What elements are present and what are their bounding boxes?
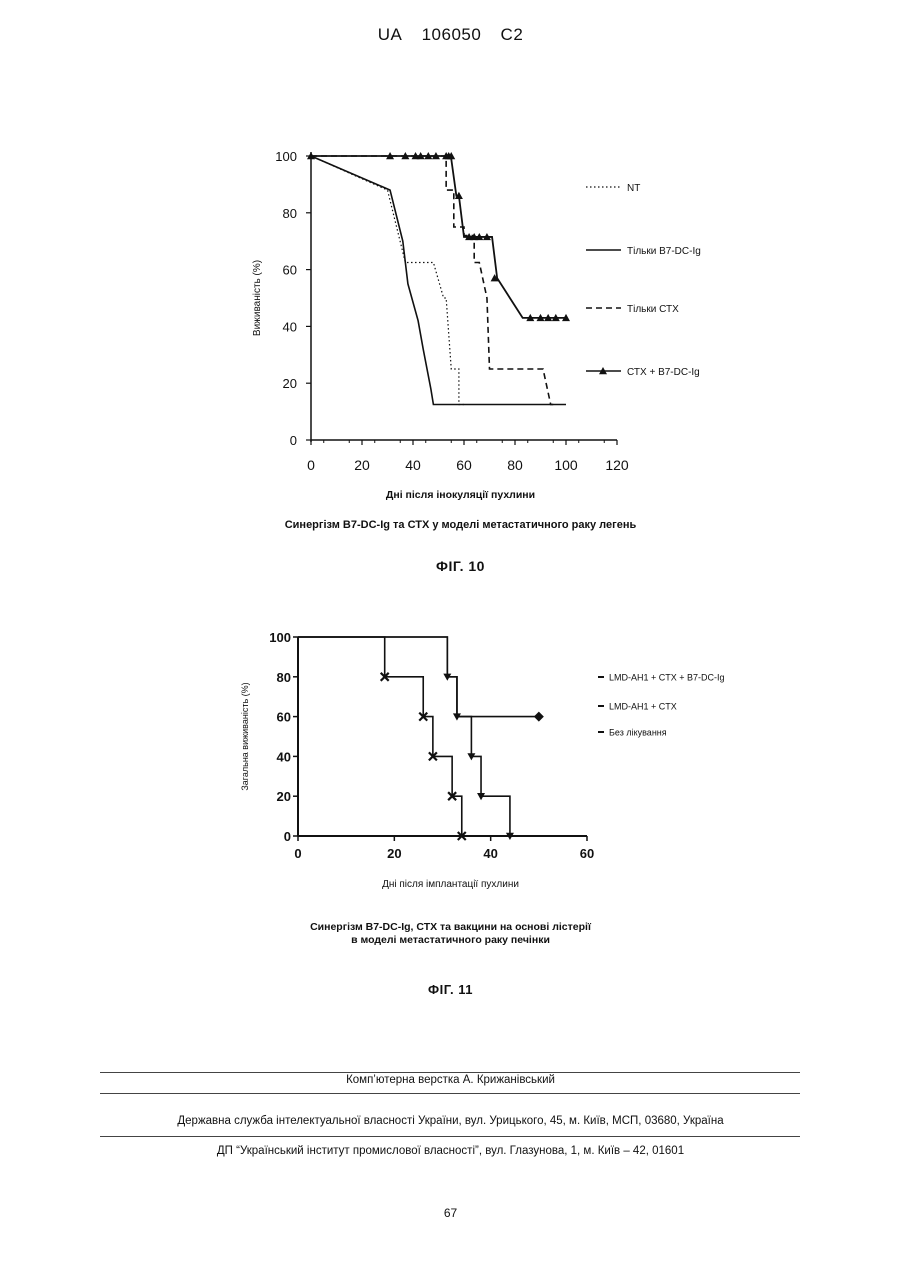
fig10-series-line	[311, 156, 553, 405]
fig11-legend-label: LMD-AH1 + CTX + B7-DC-Ig	[609, 673, 725, 683]
footer-patent-service: Державна служба інтелектуальної власност…	[0, 1115, 901, 1127]
fig11-caption-line-2: в моделі метастатичного раку печінки	[0, 934, 901, 946]
fig11-label: ФІГ. 11	[0, 982, 901, 997]
fig10-legend-label: Тільки СТХ	[627, 304, 679, 315]
fig10-legend-label: СТХ + В7-DC-Ig	[627, 367, 700, 378]
fig10-y-tick-label: 0	[290, 433, 297, 448]
fig11-y-tick-label: 60	[277, 710, 291, 725]
fig11-series-line	[298, 637, 462, 836]
fig11-y-tick-label: 100	[269, 630, 291, 645]
fig10-y-tick-label: 40	[283, 319, 297, 334]
page-number: 67	[0, 1206, 901, 1220]
fig10-y-axis-label: Виживаність (%)	[252, 260, 263, 336]
footer-layout-credit: Комп’ютерна верстка А. Крижанівський	[0, 1074, 901, 1086]
footer-rule-middle	[100, 1093, 800, 1094]
fig11-x-tick-label: 0	[294, 846, 301, 861]
fig10-y-tick-label: 100	[275, 149, 297, 164]
fig10-y-tick-label: 80	[283, 206, 297, 221]
fig11-legend-label: LMD-AH1 + CTX	[609, 702, 677, 712]
fig10-y-tick-label: 60	[283, 263, 297, 278]
footer-rule-top	[100, 1072, 800, 1073]
fig11-y-tick-label: 40	[277, 749, 291, 764]
fig10-x-tick-label: 40	[405, 457, 421, 473]
fig11-x-tick-label: 40	[483, 846, 497, 861]
fig10-x-tick-label: 60	[456, 457, 472, 473]
fig11-diamond-marker	[534, 712, 544, 722]
fig10-x-tick-label: 0	[307, 457, 315, 473]
fig10-y-tick-label: 20	[283, 376, 297, 391]
fig11-x-tick-label: 20	[387, 846, 401, 861]
fig10-x-tick-label: 120	[605, 457, 629, 473]
fig11-y-tick-label: 0	[284, 829, 291, 844]
fig10-caption: Синергізм В7-DC-Ig та СТХ у моделі метас…	[0, 519, 901, 531]
footer-rule-bottom	[100, 1136, 800, 1137]
fig10-series-line	[311, 156, 566, 318]
fig10-x-tick-label: 100	[554, 457, 578, 473]
fig10-series-line	[311, 156, 464, 405]
fig11-caption-line-1: Синергізм В7-DC-Ig, СТХ та вакцини на ос…	[0, 921, 901, 933]
fig11-series-line	[298, 637, 510, 836]
fig10-x-tick-label: 80	[507, 457, 523, 473]
fig10-x-axis-label: Дні після інокуляції пухлини	[0, 489, 901, 501]
fig10-legend-label: Тільки В7-DC-Ig	[627, 246, 701, 257]
fig11-y-tick-label: 80	[277, 670, 291, 685]
fig10-legend-label: NT	[627, 183, 640, 194]
footer-institute: ДП “Український інститут промислової вла…	[0, 1145, 901, 1157]
fig11-x-axis-label: Дні після імплантації пухлини	[0, 879, 901, 890]
fig10-label: ФІГ. 10	[0, 558, 901, 574]
fig11-x-tick-label: 60	[580, 846, 594, 861]
fig11-y-tick-label: 20	[277, 789, 291, 804]
fig10-x-tick-label: 20	[354, 457, 370, 473]
fig11-y-axis-label: Загальна виживаність (%)	[240, 682, 250, 790]
fig11-legend-label: Без лікування	[609, 728, 667, 738]
